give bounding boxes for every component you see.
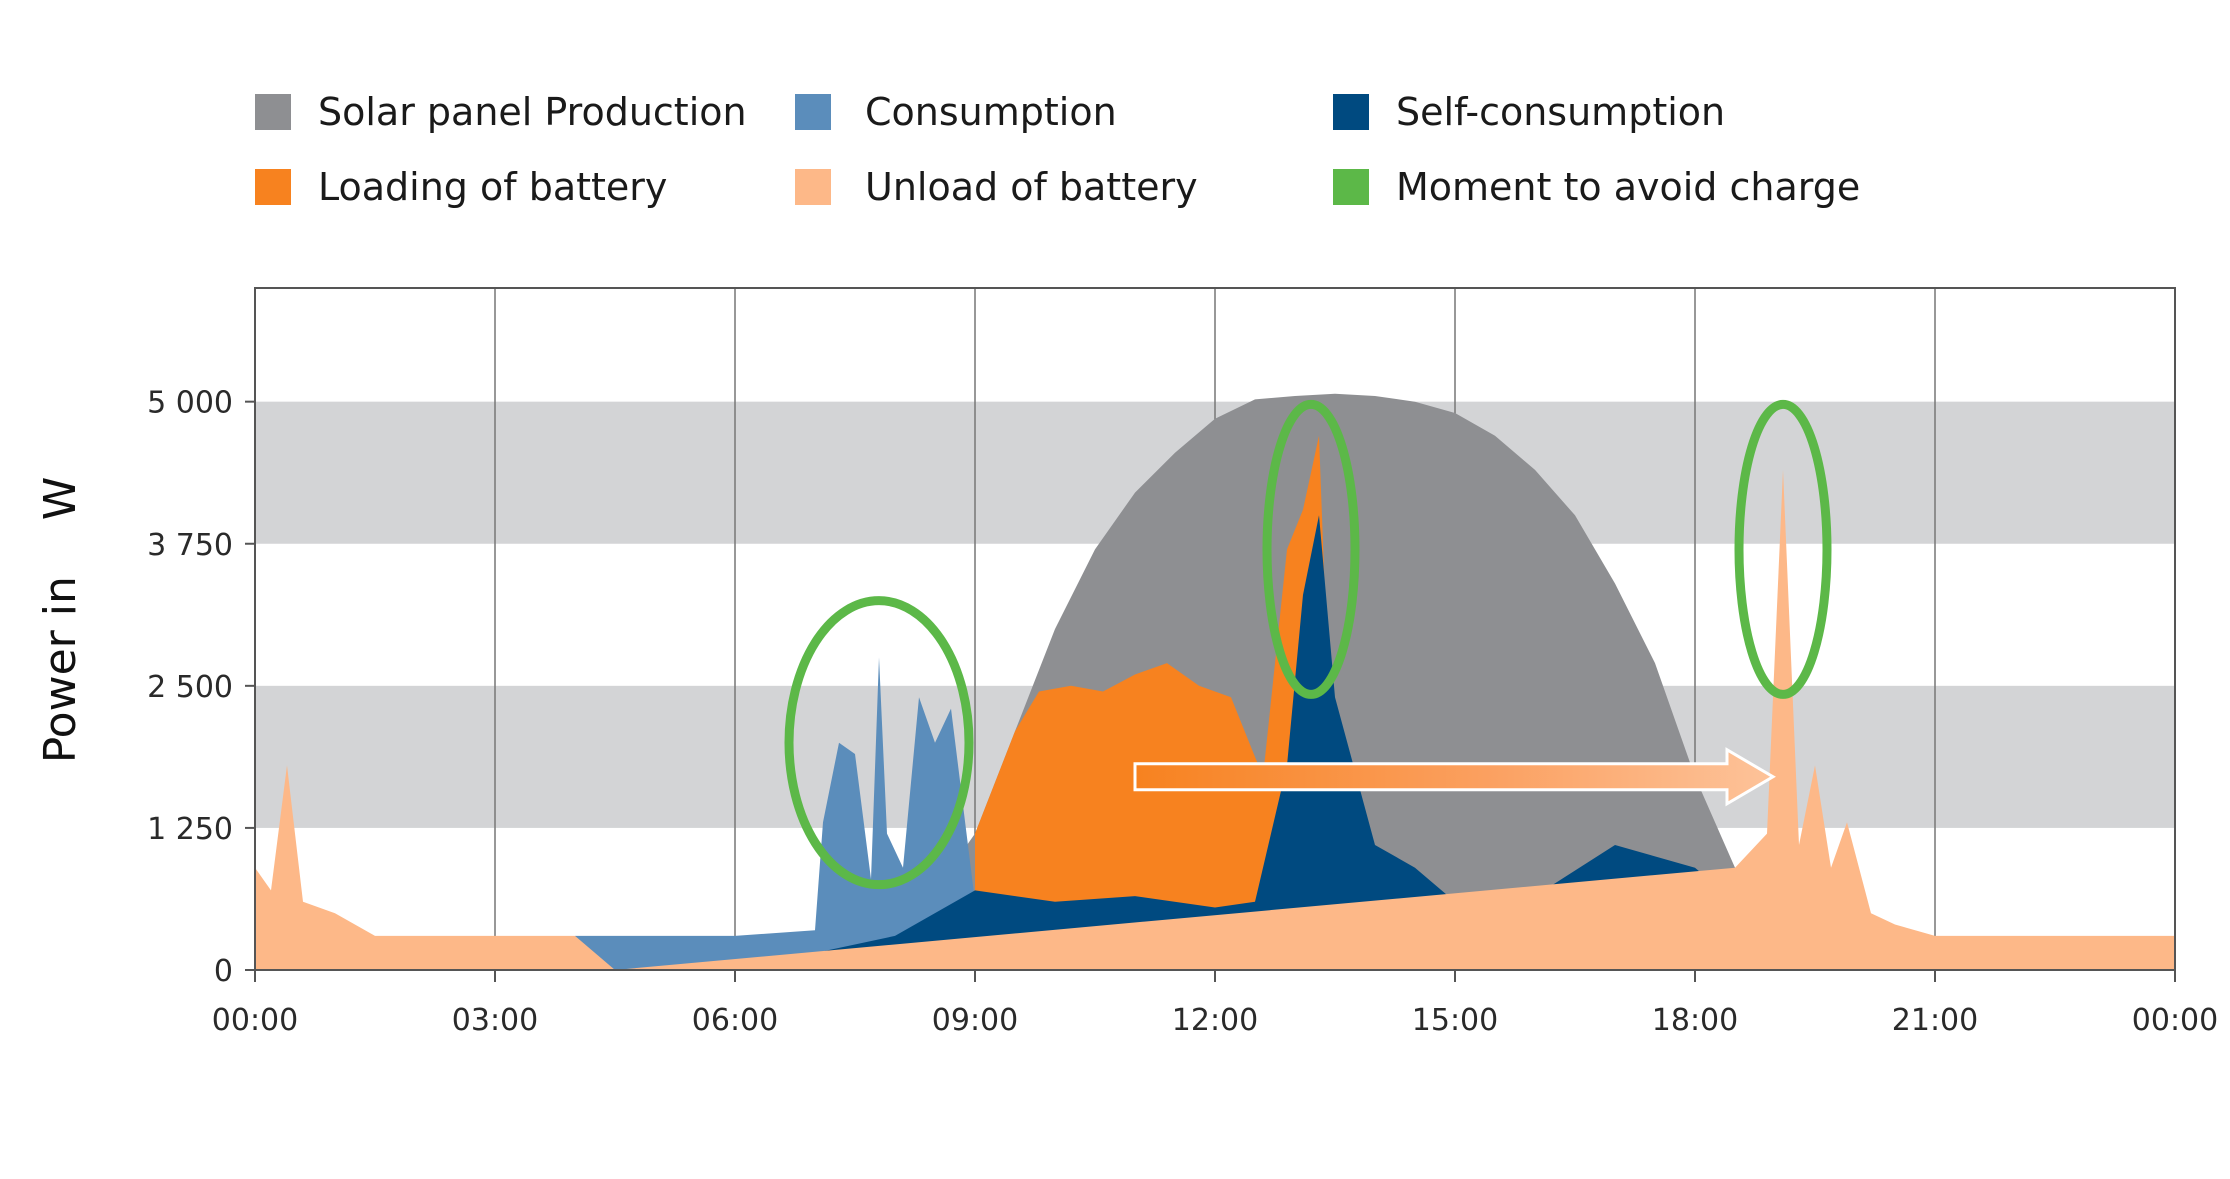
legend-swatch xyxy=(795,94,831,130)
y-tick-label: 0 xyxy=(214,954,233,989)
legend: Solar panel Production Consumption Self-co… xyxy=(255,90,1860,209)
legend-label: Moment to avoid charge xyxy=(1396,165,1860,209)
x-tick-label: 03:00 xyxy=(452,1003,538,1038)
x-axis-ticks: 00:00 03:00 06:00 09:00 12:00 15:00 18:00 21:00… xyxy=(212,970,2218,1038)
series-area-self-consumption xyxy=(815,515,1895,970)
legend-item: Solar panel Production xyxy=(255,90,747,134)
x-tick-label: 06:00 xyxy=(692,1003,778,1038)
x-tick-label: 18:00 xyxy=(1652,1003,1738,1038)
legend-label: Solar panel Production xyxy=(318,90,747,134)
legend-swatch xyxy=(1333,169,1369,205)
legend-item: Unload of battery xyxy=(795,165,1198,209)
series-area-loading-of-battery xyxy=(975,435,1335,970)
x-tick-label: 00:00 xyxy=(212,1003,298,1038)
x-tick-label: 15:00 xyxy=(1412,1003,1498,1038)
legend-label: Loading of battery xyxy=(318,165,667,209)
legend-item: Self-consumption xyxy=(1333,90,1725,134)
legend-item: Consumption xyxy=(795,90,1117,134)
legend-item: Moment to avoid charge xyxy=(1333,165,1860,209)
y-axis-title: Power in W xyxy=(35,477,86,764)
legend-label: Consumption xyxy=(865,90,1117,134)
legend-swatch xyxy=(795,169,831,205)
y-axis-ticks: 0 1 250 2 500 3 750 5 000 xyxy=(147,386,255,989)
annotations xyxy=(784,399,1832,890)
avoid-charge-ellipse xyxy=(784,596,974,890)
avoid-charge-ellipse xyxy=(1734,399,1832,699)
transfer-arrow xyxy=(1133,747,1776,807)
legend-swatch xyxy=(255,169,291,205)
y-tick-label: 1 250 xyxy=(147,812,233,847)
legend-swatch xyxy=(1333,94,1369,130)
legend-label: Self-consumption xyxy=(1396,90,1725,134)
legend-swatch xyxy=(255,94,291,130)
series-areas xyxy=(255,393,2175,970)
series-area-consumption xyxy=(575,657,975,970)
x-tick-label: 09:00 xyxy=(932,1003,1018,1038)
avoid-charge-ellipse xyxy=(1262,399,1360,699)
x-tick-label: 12:00 xyxy=(1172,1003,1258,1038)
series-area-solar-panel-production xyxy=(255,393,2175,970)
legend-item: Loading of battery xyxy=(255,165,667,209)
x-tick-label: 21:00 xyxy=(1892,1003,1978,1038)
y-tick-label: 2 500 xyxy=(147,670,233,705)
legend-label: Unload of battery xyxy=(865,165,1198,209)
series-area-unload-of-battery xyxy=(255,469,2175,970)
y-tick-label: 3 750 xyxy=(147,528,233,563)
y-tick-label: 5 000 xyxy=(147,386,233,421)
x-tick-label: 00:00 xyxy=(2132,1003,2218,1038)
